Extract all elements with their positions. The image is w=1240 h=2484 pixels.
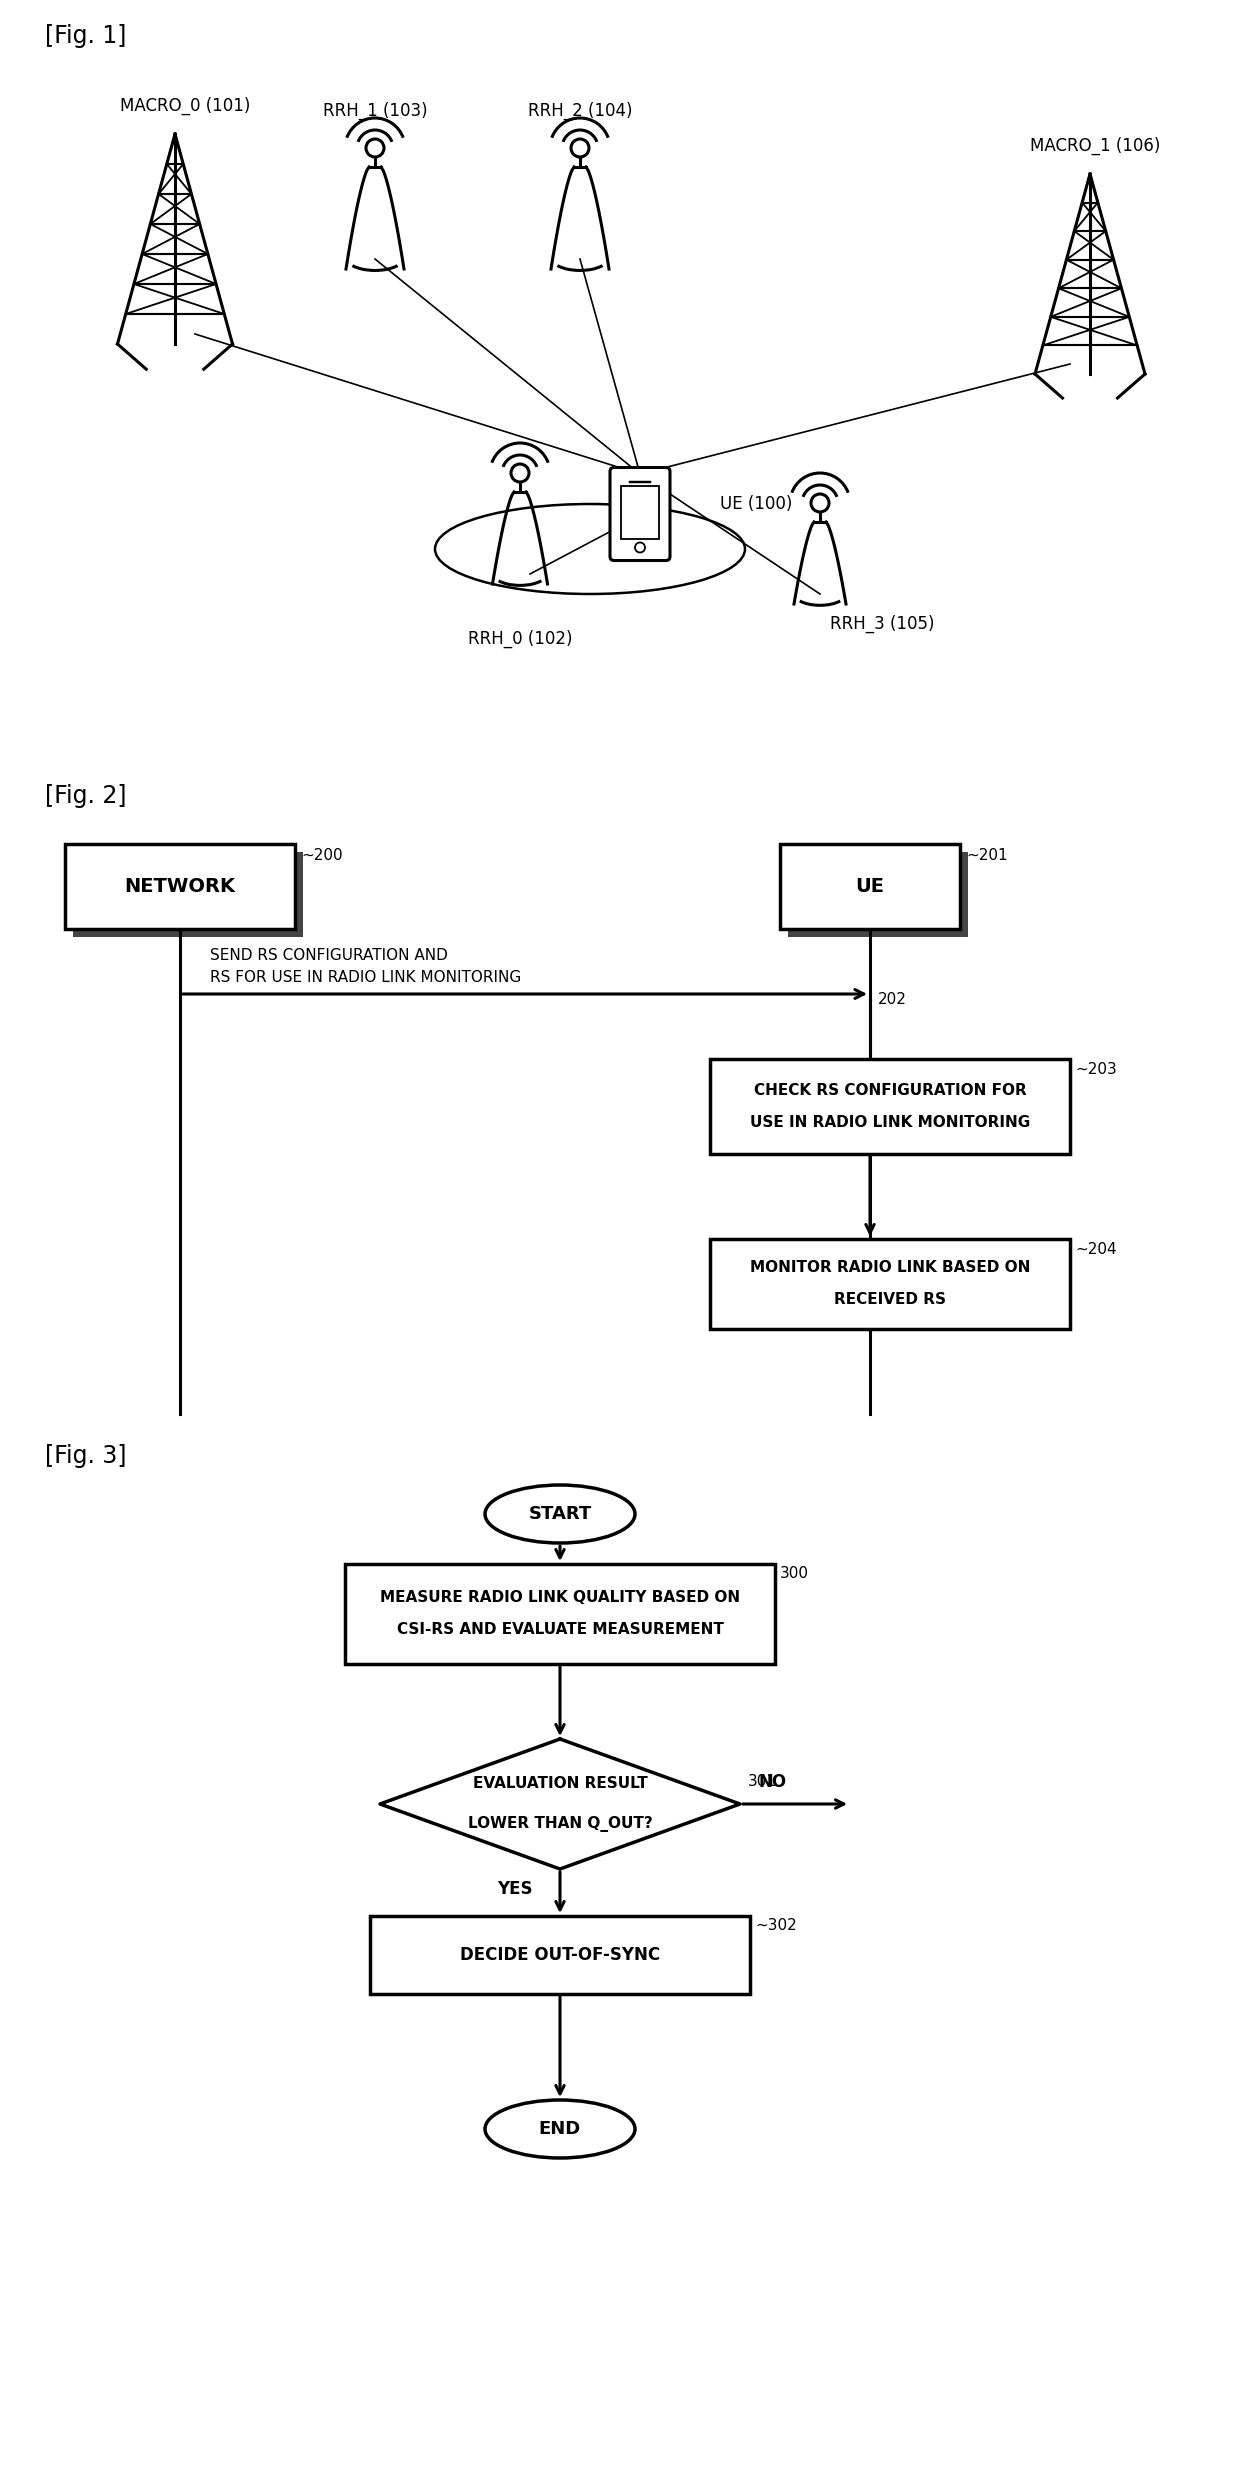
- Text: ~200: ~200: [301, 850, 342, 864]
- Text: START: START: [528, 1505, 591, 1523]
- Bar: [711, 1240, 1070, 1329]
- Text: MACRO_0 (101): MACRO_0 (101): [120, 97, 250, 114]
- Text: 202: 202: [878, 994, 906, 1009]
- Text: 300: 300: [780, 1567, 808, 1582]
- Text: ~302: ~302: [755, 1918, 797, 1933]
- Text: [Fig. 3]: [Fig. 3]: [45, 1443, 126, 1468]
- Circle shape: [570, 139, 589, 156]
- Text: EVALUATION RESULT: EVALUATION RESULT: [472, 1776, 647, 1791]
- Text: MACRO_1 (106): MACRO_1 (106): [1029, 137, 1161, 154]
- Text: MEASURE RADIO LINK QUALITY BASED ON: MEASURE RADIO LINK QUALITY BASED ON: [379, 1590, 740, 1605]
- Bar: [73, 852, 303, 936]
- Bar: [64, 845, 295, 929]
- Bar: [711, 1058, 1070, 1155]
- Text: 301: 301: [748, 1774, 777, 1788]
- Text: YES: YES: [497, 1880, 533, 1898]
- Text: ~204: ~204: [1075, 1242, 1117, 1257]
- Circle shape: [511, 465, 529, 482]
- Text: ~201: ~201: [966, 850, 1008, 864]
- Text: RRH_3 (105): RRH_3 (105): [830, 616, 935, 633]
- Bar: [780, 845, 960, 929]
- Text: MONITOR RADIO LINK BASED ON: MONITOR RADIO LINK BASED ON: [750, 1259, 1030, 1274]
- Text: ~203: ~203: [1075, 1061, 1117, 1076]
- Text: CSI-RS AND EVALUATE MEASUREMENT: CSI-RS AND EVALUATE MEASUREMENT: [397, 1622, 723, 1637]
- Text: [Fig. 1]: [Fig. 1]: [45, 25, 126, 47]
- Text: NO: NO: [758, 1774, 786, 1791]
- Text: UE (100): UE (100): [720, 494, 792, 514]
- Bar: [621, 484, 658, 539]
- Text: SEND RS CONFIGURATION AND: SEND RS CONFIGURATION AND: [210, 949, 448, 964]
- Text: RRH_2 (104): RRH_2 (104): [528, 102, 632, 119]
- Polygon shape: [379, 1739, 740, 1868]
- Bar: [345, 1565, 775, 1664]
- Text: END: END: [539, 2119, 582, 2139]
- Text: UE: UE: [856, 877, 884, 897]
- Text: DECIDE OUT-OF-SYNC: DECIDE OUT-OF-SYNC: [460, 1945, 660, 1965]
- Bar: [370, 1915, 750, 1995]
- Text: NETWORK: NETWORK: [124, 877, 236, 897]
- Text: RRH_1 (103): RRH_1 (103): [322, 102, 428, 119]
- Text: [Fig. 2]: [Fig. 2]: [45, 785, 126, 807]
- Ellipse shape: [485, 1485, 635, 1543]
- Text: RECEIVED RS: RECEIVED RS: [835, 1292, 946, 1307]
- Ellipse shape: [485, 2099, 635, 2159]
- Bar: [787, 852, 968, 936]
- Text: RRH_0 (102): RRH_0 (102): [467, 631, 572, 648]
- Text: CHECK RS CONFIGURATION FOR: CHECK RS CONFIGURATION FOR: [754, 1083, 1027, 1098]
- Circle shape: [811, 494, 830, 512]
- FancyBboxPatch shape: [610, 467, 670, 561]
- Text: RS FOR USE IN RADIO LINK MONITORING: RS FOR USE IN RADIO LINK MONITORING: [210, 971, 521, 986]
- Text: USE IN RADIO LINK MONITORING: USE IN RADIO LINK MONITORING: [750, 1115, 1030, 1130]
- Circle shape: [366, 139, 384, 156]
- Text: LOWER THAN Q_OUT?: LOWER THAN Q_OUT?: [467, 1816, 652, 1833]
